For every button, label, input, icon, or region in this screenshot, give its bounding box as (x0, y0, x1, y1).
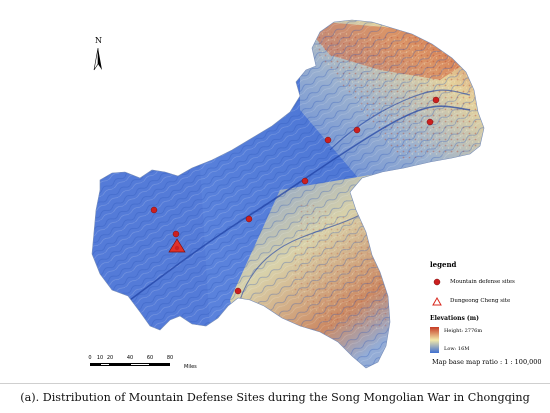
mountain-defense-site-marker (234, 287, 242, 295)
mountain-defense-site-marker (150, 206, 158, 214)
legend-label: Dungeong Cheng site (450, 298, 511, 304)
legend-item-dungeong-cheng: Dungeong Cheng site (430, 296, 548, 306)
north-arrow (88, 36, 108, 74)
scale-tick: 20 (106, 355, 114, 361)
mountain-defense-site-marker (432, 96, 440, 104)
elevation-high-label: Height: 2776m (444, 328, 483, 334)
mountain-defense-site-marker (245, 215, 253, 223)
scale-tick: 60 (146, 355, 154, 361)
scale-tick: 10 (96, 355, 104, 361)
figure-caption: (a). Distribution of Mountain Defense Si… (20, 391, 530, 404)
mountain-defense-site-marker (172, 230, 180, 238)
scale-unit: Miles (184, 364, 197, 370)
scale-segment (110, 363, 130, 366)
north-label: N (95, 36, 102, 45)
elevation-low-label: Low: 16M (444, 346, 470, 352)
mountain-defense-site-marker (426, 118, 434, 126)
scale-tick: 80 (166, 355, 174, 361)
elevation-color-ramp (430, 327, 439, 353)
map-legend: legend Mountain defense sites Dungeong C… (430, 260, 548, 355)
scale-bar: 0 10 20 40 60 80 Miles (88, 355, 198, 373)
dungeong-cheng-site-marker (168, 238, 186, 253)
elevation-scale: Height: 2776m Low: 16M (430, 327, 548, 355)
legend-title: legend (430, 260, 457, 269)
scale-segment (150, 363, 170, 366)
legend-label: Mountain defense sites (450, 279, 515, 285)
caption-divider (0, 383, 550, 384)
north-arrow-icon (93, 47, 102, 71)
red-dot-icon (430, 277, 444, 287)
mountain-defense-site-marker (353, 126, 361, 134)
mountain-defense-site-marker (301, 177, 309, 185)
scale-segment (100, 363, 110, 366)
red-triangle-icon (430, 296, 444, 306)
scale-tick: 0 (88, 355, 92, 361)
elevation-title: Elevations (m) (430, 315, 479, 322)
scale-segment (130, 363, 150, 366)
legend-item-mountain-sites: Mountain defense sites (430, 277, 548, 287)
scale-segment (90, 363, 100, 366)
scale-tick: 40 (126, 355, 134, 361)
map-ratio: Map base map ratio : 1 : 100,000 (432, 358, 542, 366)
mountain-defense-site-marker (324, 136, 332, 144)
site-markers (150, 96, 440, 295)
